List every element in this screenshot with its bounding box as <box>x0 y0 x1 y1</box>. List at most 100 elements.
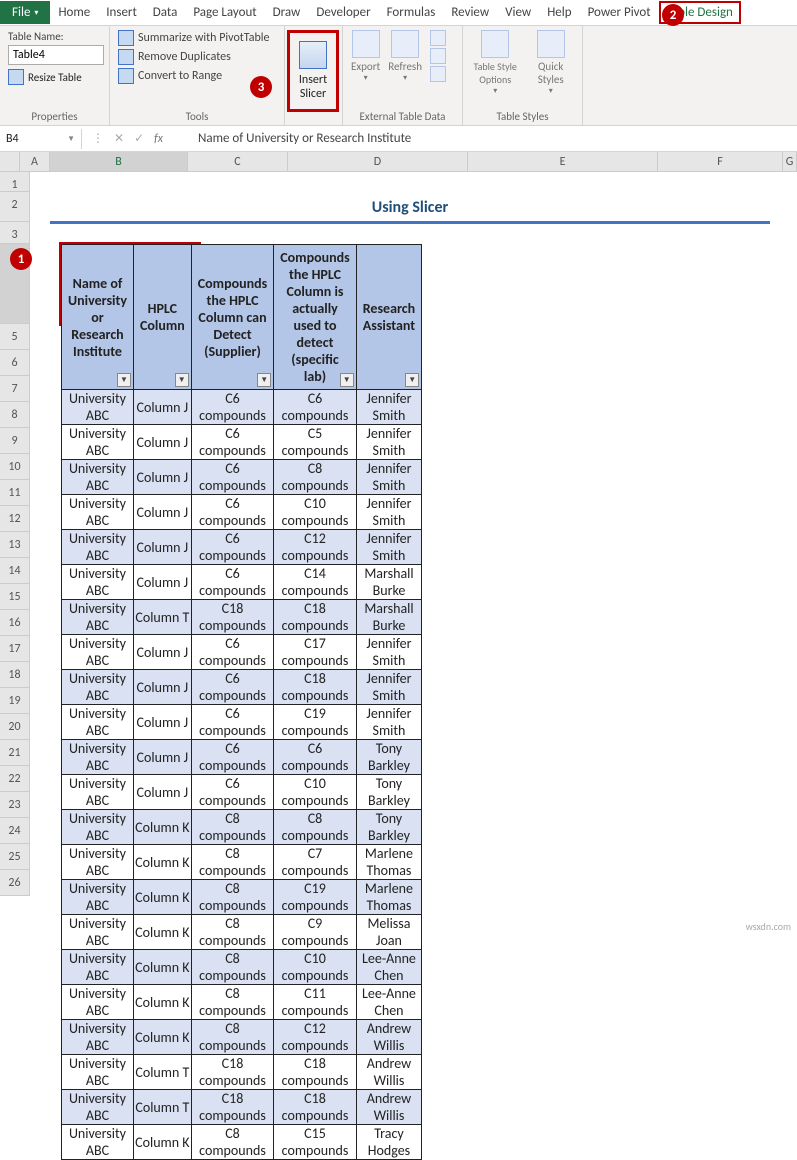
fx-icon[interactable]: fx <box>154 132 163 146</box>
table-cell[interactable]: C18 compounds <box>274 600 357 635</box>
quick-styles-button[interactable]: Quick Styles▾ <box>527 30 574 96</box>
table-header[interactable]: Compounds the HPLC Column can Detect (Su… <box>191 245 274 390</box>
table-cell[interactable]: Andrew Willis <box>356 1090 421 1125</box>
table-cell[interactable]: Andrew Willis <box>356 1055 421 1090</box>
row-header-9[interactable]: 9 <box>0 428 30 454</box>
table-cell[interactable]: Jennifer Smith <box>356 495 421 530</box>
table-cell[interactable]: University ABC <box>62 915 134 950</box>
table-cell[interactable]: C12 compounds <box>274 1020 357 1055</box>
table-cell[interactable]: C6 compounds <box>191 390 274 425</box>
export-button[interactable]: Export▾ <box>351 30 380 83</box>
row-header-11[interactable]: 11 <box>0 480 30 506</box>
table-cell[interactable]: C8 compounds <box>274 810 357 845</box>
table-cell[interactable]: Column K <box>133 1020 191 1055</box>
table-cell[interactable]: University ABC <box>62 845 134 880</box>
row-header-17[interactable]: 17 <box>0 636 30 662</box>
table-cell[interactable]: C14 compounds <box>274 565 357 600</box>
table-cell[interactable]: University ABC <box>62 390 134 425</box>
table-cell[interactable]: Column J <box>133 705 191 740</box>
table-cell[interactable]: C10 compounds <box>274 775 357 810</box>
table-cell[interactable]: University ABC <box>62 1090 134 1125</box>
row-header-20[interactable]: 20 <box>0 714 30 740</box>
table-cell[interactable]: Column T <box>133 1055 191 1090</box>
table-cell[interactable]: University ABC <box>62 950 134 985</box>
table-cell[interactable]: University ABC <box>62 705 134 740</box>
table-cell[interactable]: C17 compounds <box>274 635 357 670</box>
row-header-18[interactable]: 18 <box>0 662 30 688</box>
table-cell[interactable]: C18 compounds <box>274 670 357 705</box>
table-cell[interactable]: Marshall Burke <box>356 565 421 600</box>
remove-duplicates-button[interactable]: Remove Duplicates <box>118 49 276 65</box>
table-cell[interactable]: University ABC <box>62 565 134 600</box>
table-header[interactable]: HPLC Column▼ <box>133 245 191 390</box>
table-cell[interactable]: Column J <box>133 495 191 530</box>
table-cell[interactable]: C6 compounds <box>191 670 274 705</box>
table-cell[interactable]: University ABC <box>62 985 134 1020</box>
select-all-corner[interactable] <box>0 152 20 171</box>
table-cell[interactable]: C18 compounds <box>274 1090 357 1125</box>
table-cell[interactable]: C8 compounds <box>191 1020 274 1055</box>
table-cell[interactable]: Tony Barkley <box>356 810 421 845</box>
table-cell[interactable]: C6 compounds <box>274 740 357 775</box>
enter-icon[interactable]: ✓ <box>134 131 144 146</box>
row-header-10[interactable]: 10 <box>0 454 30 480</box>
row-header-12[interactable]: 12 <box>0 506 30 532</box>
table-cell[interactable]: C11 compounds <box>274 985 357 1020</box>
table-cell[interactable]: C8 compounds <box>191 1125 274 1160</box>
tab-data[interactable]: Data <box>145 1 186 24</box>
table-cell[interactable]: Marlene Thomas <box>356 880 421 915</box>
table-cell[interactable]: C10 compounds <box>274 495 357 530</box>
table-cell[interactable]: University ABC <box>62 775 134 810</box>
table-cell[interactable]: C7 compounds <box>274 845 357 880</box>
row-header-19[interactable]: 19 <box>0 688 30 714</box>
filter-icon[interactable]: ▼ <box>117 373 131 387</box>
table-cell[interactable]: Jennifer Smith <box>356 635 421 670</box>
table-cell[interactable]: Column J <box>133 775 191 810</box>
link-buttons[interactable] <box>430 30 446 83</box>
filter-icon[interactable]: ▼ <box>405 373 419 387</box>
table-cell[interactable]: C18 compounds <box>191 1055 274 1090</box>
table-cell[interactable]: C6 compounds <box>191 565 274 600</box>
tab-insert[interactable]: Insert <box>98 1 145 24</box>
table-cell[interactable]: Tony Barkley <box>356 775 421 810</box>
table-cell[interactable]: C6 compounds <box>191 635 274 670</box>
table-cell[interactable]: Jennifer Smith <box>356 670 421 705</box>
table-cell[interactable]: C6 compounds <box>191 460 274 495</box>
table-cell[interactable]: Tracy Hodges <box>356 1125 421 1160</box>
col-header-A[interactable]: A <box>20 152 50 171</box>
table-cell[interactable]: Column T <box>133 1090 191 1125</box>
table-cell[interactable]: C12 compounds <box>274 530 357 565</box>
table-cell[interactable]: C10 compounds <box>274 950 357 985</box>
table-cell[interactable]: C18 compounds <box>191 600 274 635</box>
tab-review[interactable]: Review <box>443 1 497 24</box>
table-cell[interactable]: C8 compounds <box>191 915 274 950</box>
table-cell[interactable]: University ABC <box>62 425 134 460</box>
table-cell[interactable]: Marshall Burke <box>356 600 421 635</box>
filter-icon[interactable]: ▼ <box>340 373 354 387</box>
row-header-21[interactable]: 21 <box>0 740 30 766</box>
row-header-1[interactable]: 1 <box>0 172 30 192</box>
table-cell[interactable]: Column J <box>133 390 191 425</box>
table-cell[interactable]: Tony Barkley <box>356 740 421 775</box>
table-cell[interactable]: C19 compounds <box>274 705 357 740</box>
table-cell[interactable]: Column J <box>133 670 191 705</box>
table-cell[interactable]: C8 compounds <box>191 985 274 1020</box>
row-header-7[interactable]: 7 <box>0 376 30 402</box>
row-header-23[interactable]: 23 <box>0 792 30 818</box>
row-header-5[interactable]: 5 <box>0 324 30 350</box>
table-header[interactable]: Research Assistant▼ <box>356 245 421 390</box>
table-cell[interactable]: Column K <box>133 845 191 880</box>
table-cell[interactable]: C19 compounds <box>274 880 357 915</box>
formula-value[interactable]: Name of University or Research Institute <box>192 131 411 146</box>
table-header[interactable]: Name of University or Research Institute… <box>62 245 134 390</box>
col-header-F[interactable]: F <box>658 152 783 171</box>
table-cell[interactable]: C8 compounds <box>191 810 274 845</box>
row-header-2[interactable]: 2 <box>0 192 30 222</box>
table-cell[interactable]: Column J <box>133 460 191 495</box>
table-cell[interactable]: Lee-Anne Chen <box>356 950 421 985</box>
col-header-C[interactable]: C <box>188 152 288 171</box>
table-cell[interactable]: University ABC <box>62 1020 134 1055</box>
row-header-15[interactable]: 15 <box>0 584 30 610</box>
tab-home[interactable]: Home <box>50 1 98 24</box>
table-cell[interactable]: Column J <box>133 425 191 460</box>
